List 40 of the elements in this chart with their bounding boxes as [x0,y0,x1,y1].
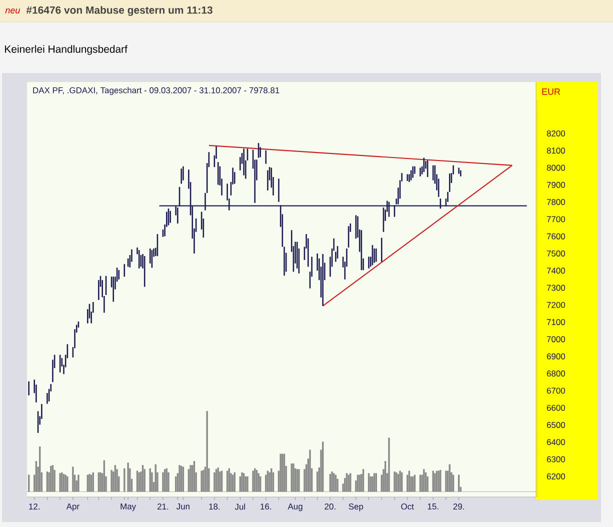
y-tick-label: 6600 [546,404,566,411]
x-tick-label: Jun [176,504,190,510]
y-tick-label: 7200 [546,302,566,308]
y-tick-label: 6400 [546,439,566,446]
text: Keinerlei Handlungsbedarf [5,45,128,55]
text: DAX PF, .GDAXI, Tageschart - 09.03.2007 - 31.10.2007 - 7978.81 [33,87,280,95]
y-tick-label: 7000 [546,336,566,342]
y-tick-label: 7600 [546,233,566,240]
x-tick-label: Jul [234,504,245,510]
y-tick-label: 7300 [546,284,566,291]
x-tick-label: 20. [324,504,336,510]
x-tick-label: 18. [209,504,220,510]
y-tick-label: 8200 [546,130,566,136]
y-tick-label: 7800 [546,199,566,206]
y-tick-label: 7400 [546,268,566,274]
y-tick-label: 7900 [546,182,566,188]
y-tick-label: 6700 [546,388,566,394]
text: #16476 von Mabuse gestern um 11:13 [26,6,212,16]
x-tick-label: Oct [401,504,414,510]
y-tick-label: 6800 [546,370,566,377]
y-tick-label: 6300 [546,456,566,462]
x-tick-label: Sep [348,504,364,512]
x-tick-label: Apr [66,504,80,512]
y-tick-label: 8100 [546,148,566,154]
x-tick-label: 21. [158,504,168,510]
text: neu [5,8,20,14]
y-tick-label: 6200 [546,473,566,480]
y-tick-label: 6500 [546,422,566,428]
x-tick-label: 12. [29,504,40,510]
y-tick-label: 7100 [546,319,566,326]
x-tick-label: 29. [453,504,464,510]
y-tick-label: 7500 [546,250,566,256]
y-axis-title: EUR [542,88,560,95]
y-tick-label: 6900 [546,353,566,360]
y-tick-label: 7700 [546,216,566,222]
x-tick-label: May [120,504,136,512]
x-tick-label: 16. [260,504,271,510]
y-tick-label: 8000 [546,164,566,171]
x-tick-label: Aug [288,504,302,512]
x-tick-label: 15. [428,504,438,510]
